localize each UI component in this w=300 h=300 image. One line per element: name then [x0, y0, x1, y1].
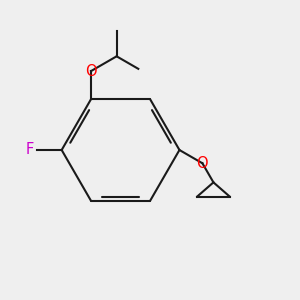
Text: O: O [85, 64, 97, 79]
Text: F: F [26, 142, 34, 158]
Text: O: O [196, 156, 208, 171]
